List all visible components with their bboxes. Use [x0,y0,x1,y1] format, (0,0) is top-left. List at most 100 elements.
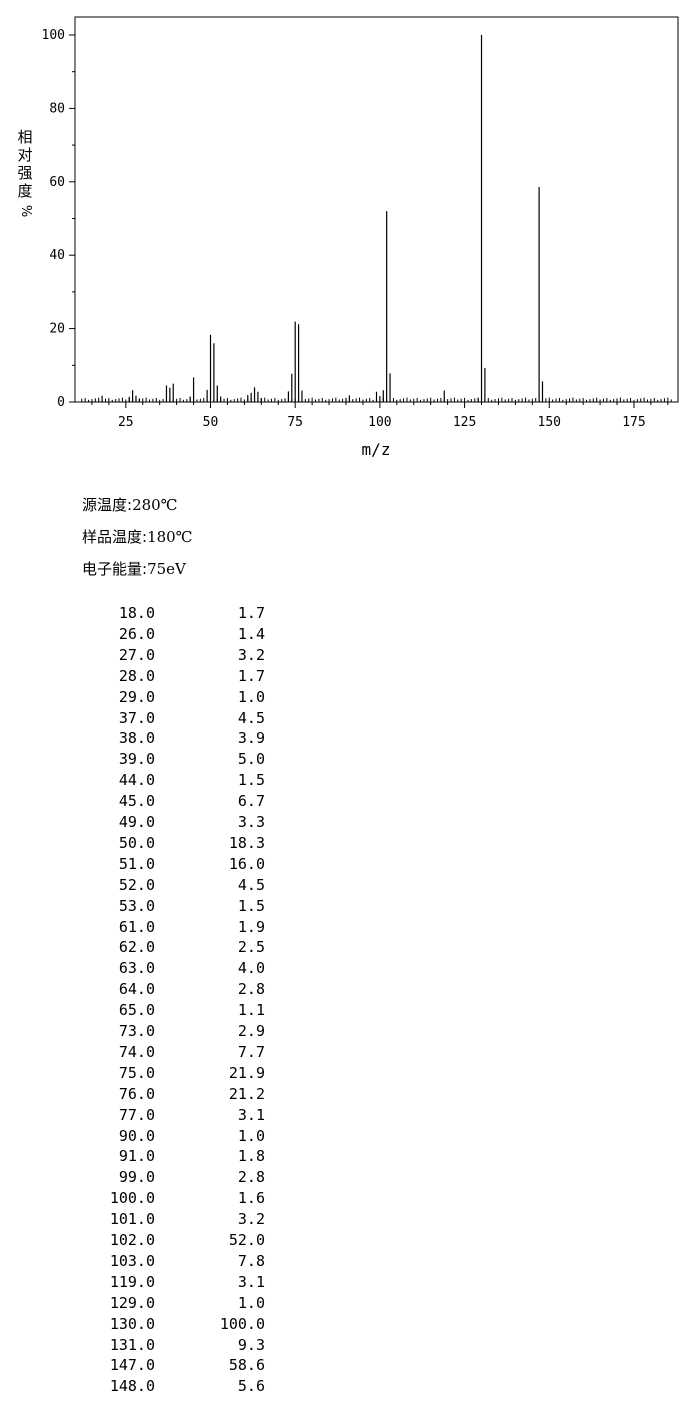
peak-row: 64.0 2.8 [0,980,300,998]
peak-row: 76.0 21.2 [0,1085,300,1103]
condition-label: 样品温度: [82,528,148,546]
peak-intensity: 7.8 [237,1251,265,1270]
peak-mz: 90.0 [118,1126,155,1145]
x-axis: 25 50 75 100 125 150 175 [91,402,669,430]
peak-intensity: 100.0 [219,1314,265,1333]
peak-row: 90.0 1.0 [0,1127,300,1145]
peak-intensity: 1.7 [237,604,265,622]
peak-row: 50.0 18.3 [0,834,300,852]
peak-mz: 18.0 [118,604,155,622]
y-axis-label-char: 强 [17,164,33,182]
peak-intensity: 1.9 [237,917,265,936]
y-tick-label: 20 [49,322,65,337]
peak-row: 129.0 1.0 [0,1294,300,1312]
condition-value: 75eV [147,560,186,578]
peak-mz: 101.0 [109,1210,155,1229]
peak-row: 37.0 4.5 [0,709,300,727]
peak-mz: 129.0 [109,1293,155,1312]
peak-intensity: 1.5 [237,771,265,790]
peak-intensity: 21.9 [228,1063,265,1082]
peak-row: 65.0 1.1 [0,1001,300,1019]
peak-mz: 102.0 [109,1231,155,1249]
y-tick-label: 40 [49,248,65,263]
peak-row: 53.0 1.5 [0,897,300,915]
x-tick-label: 75 [287,415,303,430]
peak-intensity: 3.2 [237,1210,265,1229]
peak-intensity: 4.0 [237,959,265,978]
condition-value: 180℃ [147,528,193,546]
peak-mz: 119.0 [109,1272,155,1291]
peak-row: 39.0 5.0 [0,750,300,768]
peak-mz: 52.0 [118,875,155,894]
peak-mz: 37.0 [118,708,155,727]
peak-row: 44.0 1.5 [0,771,300,789]
peak-row: 147.0 58.6 [0,1356,300,1374]
electron-energy: 电子能量:75eV [82,558,186,579]
x-tick-label: 175 [622,415,645,430]
peak-intensity: 52.0 [228,1231,265,1249]
peak-row: 29.0 1.0 [0,688,300,706]
peak-mz: 53.0 [118,896,155,915]
peak-mz: 28.0 [118,666,155,685]
peak-intensity: 1.6 [237,1189,265,1208]
x-axis-label: m/z [362,440,391,459]
peak-mz: 99.0 [118,1168,155,1187]
peak-intensity: 3.3 [237,813,265,831]
peak-row: 103.0 7.8 [0,1252,300,1270]
peak-intensity: 1.8 [237,1147,265,1166]
peak-row: 38.0 3.9 [0,729,300,747]
peak-mz: 39.0 [118,750,155,769]
peak-mz: 64.0 [118,980,155,999]
peak-row: 91.0 1.8 [0,1147,300,1165]
peak-mz: 147.0 [109,1356,155,1375]
peak-row: 49.0 3.3 [0,813,300,831]
y-axis-label-char: 度 [17,182,33,200]
x-tick-label: 100 [368,415,391,430]
peak-intensity: 9.3 [237,1335,265,1354]
peak-row: 62.0 2.5 [0,938,300,956]
peak-mz: 65.0 [118,1001,155,1020]
peak-intensity: 3.9 [237,729,265,748]
peak-mz: 45.0 [118,792,155,811]
peak-intensity: 1.1 [237,1001,265,1020]
peak-row: 28.0 1.7 [0,667,300,685]
peak-intensity: 1.7 [237,666,265,685]
y-axis-label-char: 相 [17,128,33,146]
peak-intensity: 5.6 [237,1377,265,1396]
condition-value: 280℃ [132,496,178,514]
peak-row: 27.0 3.2 [0,646,300,664]
peak-row: 74.0 7.7 [0,1043,300,1061]
peak-intensity: 1.0 [237,687,265,706]
peak-mz: 130.0 [109,1314,155,1333]
peak-mz: 51.0 [118,854,155,873]
peak-intensity: 2.8 [237,1168,265,1187]
peak-intensity: 2.8 [237,980,265,999]
peak-row: 102.0 52.0 [0,1231,300,1249]
peak-intensity: 3.2 [237,645,265,664]
peak-intensity: 4.5 [237,875,265,894]
peak-row: 119.0 3.1 [0,1273,300,1291]
peak-mz: 77.0 [118,1105,155,1124]
peak-intensity: 4.5 [237,708,265,727]
peak-mz: 73.0 [118,1022,155,1040]
peak-mz: 61.0 [118,917,155,936]
peak-intensity: 1.5 [237,896,265,915]
peak-intensity: 1.4 [237,624,265,643]
peak-row: 131.0 9.3 [0,1336,300,1354]
peak-row: 130.0 100.0 [0,1315,300,1333]
x-tick-label: 150 [538,415,561,430]
x-tick-label: 125 [453,415,476,430]
peak-intensity: 2.5 [237,938,265,957]
peak-intensity: 5.0 [237,750,265,769]
x-tick-label: 25 [118,415,134,430]
peak-mz: 62.0 [118,938,155,957]
peak-mz: 38.0 [118,729,155,748]
peak-row: 61.0 1.9 [0,918,300,936]
peak-mz: 75.0 [118,1063,155,1082]
peak-mz: 26.0 [118,624,155,643]
peak-mz: 50.0 [118,833,155,852]
y-tick-label: 100 [42,28,65,43]
y-axis-label-char: 对 [17,146,33,164]
peak-row: 51.0 16.0 [0,855,300,873]
peak-intensity: 58.6 [228,1356,265,1375]
